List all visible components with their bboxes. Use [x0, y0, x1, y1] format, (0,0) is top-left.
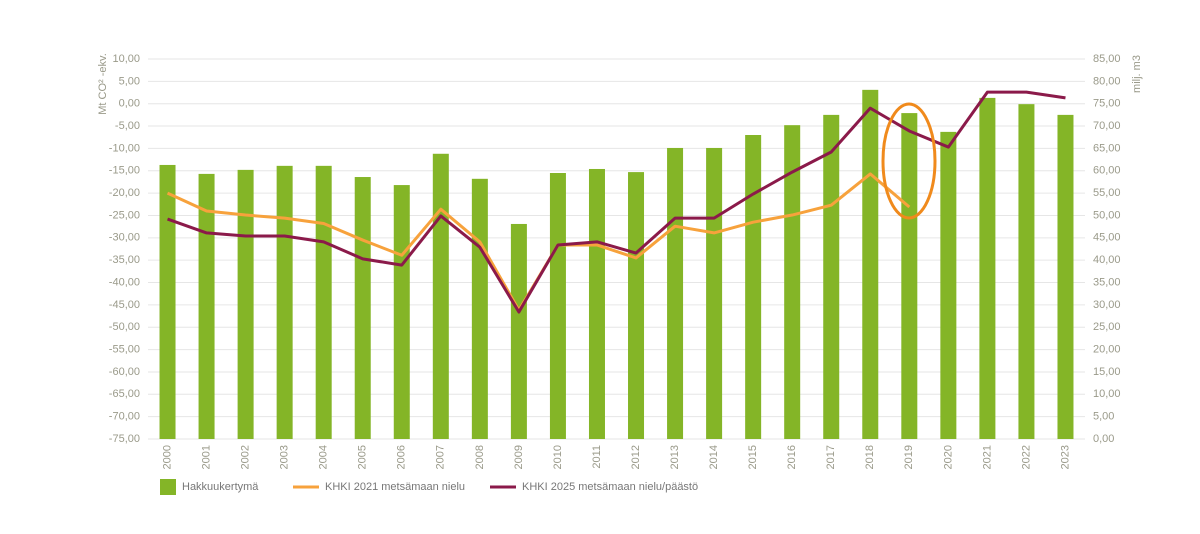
marks — [159, 89, 1074, 440]
x-tick-label: 2009 — [513, 445, 525, 469]
y-tick-label: -45,00 — [109, 299, 140, 311]
x-tick-label: 2014 — [708, 445, 720, 469]
legend-label: Hakkuukertymä — [182, 481, 259, 493]
y-tick-label: 5,00 — [119, 75, 140, 87]
y-tick-label: -35,00 — [109, 254, 140, 266]
x-tick-label: 2021 — [981, 445, 993, 469]
bar — [237, 169, 254, 439]
x-tick-label: 2005 — [357, 445, 369, 469]
bar — [549, 173, 566, 439]
y-tick-label: -15,00 — [109, 165, 140, 177]
y-tick-label: -20,00 — [109, 187, 140, 199]
y2-tick-label: 55,00 — [1093, 187, 1121, 199]
x-tick-label: 2010 — [552, 445, 564, 469]
bar — [471, 178, 488, 439]
y-tick-label: -40,00 — [109, 276, 140, 288]
x-tick-label: 2006 — [396, 445, 408, 469]
bar — [276, 165, 293, 440]
bar — [706, 147, 723, 439]
bar — [393, 185, 410, 439]
x-tick-label: 2020 — [942, 445, 954, 469]
y2-axis-title: milj. m3 — [1131, 55, 1143, 93]
y-tick-label: -75,00 — [109, 433, 140, 445]
x-tick-label: 2018 — [864, 445, 876, 469]
x-tick-label: 2022 — [1020, 445, 1032, 469]
y-tick-label: -10,00 — [109, 142, 140, 154]
highlight-ellipse — [881, 102, 937, 220]
bar — [784, 125, 801, 439]
x-tick-label: 2012 — [630, 445, 642, 469]
bar — [901, 113, 918, 439]
y2-tick-label: 10,00 — [1093, 388, 1121, 400]
y2-tick-label: 30,00 — [1093, 299, 1121, 311]
y2-tick-label: 5,00 — [1093, 411, 1114, 423]
bar — [159, 164, 176, 439]
y2-tick-label: 40,00 — [1093, 254, 1121, 266]
y-tick-label: -25,00 — [109, 209, 140, 221]
y2-tick-label: 50,00 — [1093, 209, 1121, 221]
y2-tick-label: 15,00 — [1093, 366, 1121, 378]
x-tick-label: 2001 — [200, 445, 212, 469]
y2-tick-label: 45,00 — [1093, 232, 1121, 244]
y-tick-label: 10,00 — [112, 53, 140, 65]
y2-tick-label: 75,00 — [1093, 98, 1121, 110]
x-tick-label: 2011 — [591, 445, 603, 469]
bar — [354, 177, 371, 439]
bar — [823, 114, 840, 439]
y2-tick-label: 20,00 — [1093, 343, 1121, 355]
x-tick-label: 2004 — [318, 445, 330, 469]
y-tick-label: 0,00 — [119, 98, 140, 110]
bar — [667, 147, 684, 439]
x-tick-label: 2007 — [435, 445, 447, 469]
x-tick-label: 2016 — [786, 445, 798, 469]
bar — [979, 97, 996, 440]
x-tick-label: 2015 — [747, 445, 759, 469]
bar — [940, 131, 957, 439]
y-tick-label: -5,00 — [115, 120, 140, 132]
x-tick-label: 2003 — [279, 445, 291, 469]
x-tick-label: 2000 — [161, 445, 173, 469]
line — [167, 90, 1066, 314]
x-tick-label: 2019 — [903, 445, 915, 469]
y-tick-label: -70,00 — [109, 411, 140, 423]
x-tick-label: 2013 — [669, 445, 681, 469]
bar — [745, 135, 762, 439]
bar — [432, 153, 449, 439]
y2-tick-label: 85,00 — [1093, 53, 1121, 65]
y2-tick-label: 0,00 — [1093, 433, 1114, 445]
legend-swatch — [160, 479, 176, 495]
bar — [588, 168, 605, 439]
bar — [628, 172, 645, 439]
legend-label: KHKI 2025 metsämaan nielu/päästö — [522, 481, 698, 493]
x-tick-label: 2017 — [825, 445, 837, 469]
y2-tick-label: 80,00 — [1093, 75, 1121, 87]
x-tick-label: 2002 — [240, 445, 252, 469]
grid — [148, 58, 1085, 440]
bar — [510, 223, 527, 439]
y2-tick-label: 35,00 — [1093, 276, 1121, 288]
y-tick-label: -50,00 — [109, 321, 140, 333]
y2-tick-label: 60,00 — [1093, 165, 1121, 177]
y2-tick-label: 65,00 — [1093, 142, 1121, 154]
bar — [1057, 114, 1074, 439]
bar — [1018, 104, 1035, 439]
y-tick-label: -55,00 — [109, 343, 140, 355]
x-tick-label: 2008 — [474, 445, 486, 469]
y-tick-label: -30,00 — [109, 232, 140, 244]
bar — [198, 173, 215, 440]
bar — [315, 165, 332, 440]
bar — [862, 89, 879, 440]
x-tick-label: 2023 — [1059, 445, 1071, 469]
legend-label: KHKI 2021 metsämaan nielu — [325, 481, 465, 493]
y2-tick-label: 70,00 — [1093, 120, 1121, 132]
y-axis-title: Mt CO² -ekv. — [97, 53, 109, 115]
y-tick-label: -65,00 — [109, 388, 140, 400]
y2-tick-label: 25,00 — [1093, 321, 1121, 333]
y-tick-label: -60,00 — [109, 366, 140, 378]
